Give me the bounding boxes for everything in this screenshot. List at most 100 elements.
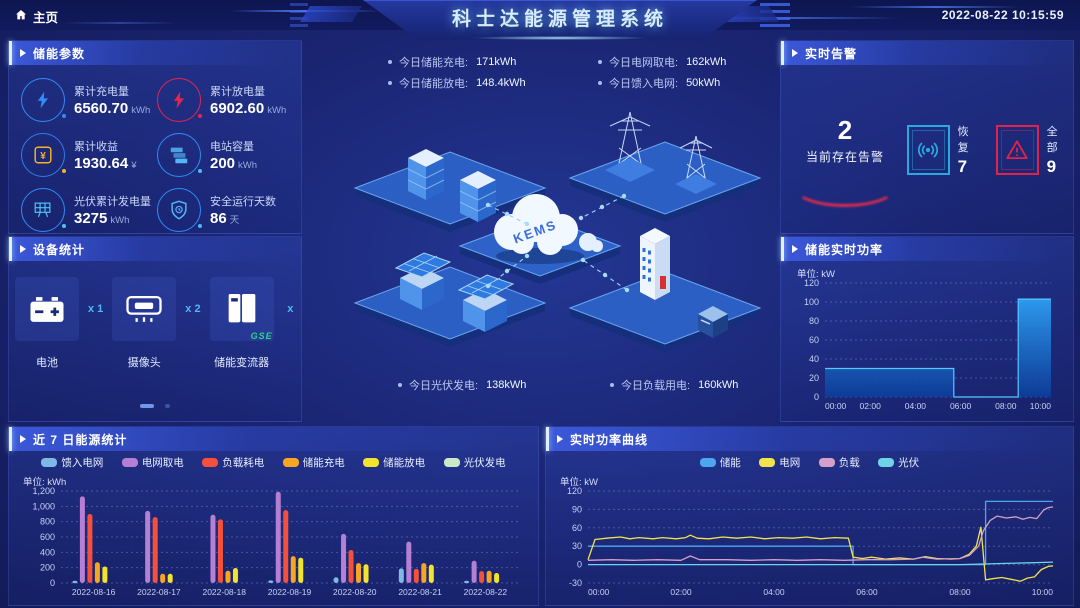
svg-text:800: 800 bbox=[40, 517, 55, 527]
current-alerts: 2 当前存在告警 bbox=[793, 115, 897, 207]
bullet-icon bbox=[398, 383, 402, 387]
capacity-icon bbox=[157, 133, 202, 177]
power-curves-chart[interactable]: -30 0 30 60 90 120 单位: kW 00:00 02:00 04:00 06:00 0… bbox=[554, 475, 1065, 599]
connector-dots bbox=[485, 193, 630, 293]
device-battery: 电池 bbox=[9, 277, 85, 370]
topology-diagram: KEMS bbox=[353, 111, 762, 352]
panel-alerts: 实时告警 2 当前存在告警 恢复 7 bbox=[780, 40, 1074, 234]
device-camera: 摄像头 bbox=[106, 277, 182, 370]
camera-count: x 2 bbox=[185, 303, 201, 315]
arrow-icon bbox=[20, 245, 26, 253]
svg-text:0: 0 bbox=[577, 560, 582, 570]
legend-item-feed-in[interactable]: 馈入电网 bbox=[41, 455, 103, 470]
svg-text:04:00: 04:00 bbox=[763, 587, 785, 597]
svg-text:2022-08-19: 2022-08-19 bbox=[268, 587, 312, 597]
panel-header: 储能实时功率 bbox=[781, 237, 1073, 261]
kems-cloud: KEMS bbox=[458, 194, 622, 284]
svg-text:06:00: 06:00 bbox=[950, 401, 972, 411]
legend-item-pv[interactable]: 光伏 bbox=[878, 455, 919, 470]
pagination-dot[interactable] bbox=[164, 404, 170, 408]
svg-text:30: 30 bbox=[572, 541, 582, 551]
grid-platform bbox=[568, 111, 762, 222]
device-converter: GSE 储能变流器 bbox=[204, 277, 280, 370]
panel-header: 实时功率曲线 bbox=[546, 427, 1073, 451]
svg-text:08:00: 08:00 bbox=[949, 587, 971, 597]
svg-text:2022-08-20: 2022-08-20 bbox=[333, 587, 377, 597]
arrow-icon bbox=[792, 49, 798, 57]
home-label: 主页 bbox=[33, 11, 59, 25]
arrow-icon bbox=[20, 435, 26, 443]
stat-total-income: ¥ 累计收益 1930.64 ¥ bbox=[21, 132, 157, 178]
storage-stats-grid: 累计充电量 6560.70 kWh 累计放电量 6902.60 kWh ¥ 累计收益… bbox=[9, 65, 301, 233]
home-icon bbox=[14, 8, 28, 25]
warning-icon[interactable] bbox=[996, 125, 1039, 175]
svg-text:单位: kW: 单位: kW bbox=[560, 476, 598, 488]
svg-text:单位: kW: 单位: kW bbox=[797, 268, 835, 280]
panel-header: 近 7 日能源统计 bbox=[9, 427, 538, 451]
svg-text:10:00: 10:00 bbox=[1030, 401, 1052, 411]
legend-item-grid-draw[interactable]: 电网取电 bbox=[121, 455, 184, 470]
today-load-stat: 今日负载用电: 160kWh bbox=[610, 377, 738, 398]
svg-text:08:00: 08:00 bbox=[995, 401, 1017, 411]
power-curves-legend: 储能 电网 负载 光伏 bbox=[546, 454, 1073, 472]
all-alerts: 全部 9 bbox=[996, 123, 1065, 177]
signal-icon[interactable] bbox=[907, 125, 950, 175]
decor-streak bbox=[690, 17, 900, 19]
decor-streak bbox=[850, 6, 1020, 8]
stat-safe-days: 安全运行天数 86 天 bbox=[157, 187, 293, 233]
panel-header: 储能参数 bbox=[9, 41, 301, 65]
panel-storage-params: 储能参数 累计充电量 6560.70 kWh 累计放电量 6902.60 kWh ¥… bbox=[8, 40, 302, 234]
battery-count: x 1 bbox=[87, 303, 104, 315]
svg-text:90: 90 bbox=[572, 504, 582, 514]
svg-text:2022-08-18: 2022-08-18 bbox=[202, 587, 246, 597]
storage-platform bbox=[353, 149, 547, 232]
decor-wing bbox=[300, 6, 362, 22]
recovered-alerts: 恢复 7 bbox=[907, 123, 976, 177]
camera-icon[interactable] bbox=[112, 277, 177, 341]
alert-arc-decoration bbox=[793, 167, 897, 207]
legend-item-load[interactable]: 负载 bbox=[818, 455, 860, 470]
legend-item-storage[interactable]: 储能 bbox=[699, 455, 741, 470]
legend-item-grid[interactable]: 电网 bbox=[759, 455, 800, 470]
load-platform bbox=[568, 228, 762, 352]
svg-text:1,200: 1,200 bbox=[32, 486, 55, 496]
energy-7d-chart[interactable]: 0 200 400 600 800 1,000 1,200 单位: kWh 2022-08-16… bbox=[17, 475, 530, 599]
legend-item-pv[interactable]: 光伏发电 bbox=[443, 455, 506, 470]
svg-text:02:00: 02:00 bbox=[860, 401, 882, 411]
converter-icon[interactable]: GSE bbox=[209, 277, 274, 341]
panel-device-stats: 设备统计 电池 x 1 摄像头 x 2 GSE bbox=[8, 236, 302, 422]
panel-storage-power: 储能实时功率 0 20 40 60 80 100 120 单位: kW 00:00 02:00 04… bbox=[780, 236, 1074, 422]
svg-text:20: 20 bbox=[809, 373, 819, 383]
device-carousel: 电池 x 1 摄像头 x 2 GSE 储能变流器 x bbox=[9, 261, 301, 370]
legend-item-discharge[interactable]: 储能放电 bbox=[363, 455, 425, 470]
title-banner: 科士达能源管理系统 bbox=[363, 0, 757, 40]
gse-badge: GSE bbox=[250, 331, 273, 341]
stat-station-capacity: 电站容量 200 kWh bbox=[157, 132, 293, 178]
converter-count: x bbox=[287, 303, 294, 315]
svg-text:2022-08-21: 2022-08-21 bbox=[398, 587, 442, 597]
bolt-charge-icon bbox=[21, 78, 66, 122]
svg-text:00:00: 00:00 bbox=[588, 587, 610, 597]
today-pv-stat: 今日光伏发电: 138kWh bbox=[398, 377, 526, 398]
decor-streak bbox=[60, 22, 180, 24]
svg-text:2022-08-22: 2022-08-22 bbox=[464, 587, 508, 597]
battery-icon[interactable] bbox=[14, 277, 79, 341]
stat-total-charge: 累计充电量 6560.70 kWh bbox=[21, 77, 157, 123]
home-button[interactable]: 主页 bbox=[14, 7, 58, 26]
legend-item-charge[interactable]: 储能充电 bbox=[282, 455, 345, 470]
arrow-icon bbox=[20, 49, 26, 57]
pagination-dot-active[interactable] bbox=[140, 404, 155, 408]
svg-text:00:00: 00:00 bbox=[825, 401, 847, 411]
energy-7d-legend: 馈入电网 电网取电 负载耗电 储能充电 储能放电 光伏发电 bbox=[9, 454, 538, 472]
storage-power-chart[interactable]: 0 20 40 60 80 100 120 单位: kW 00:00 02:00 04:00 06:0… bbox=[791, 267, 1063, 413]
legend-item-load[interactable]: 负载耗电 bbox=[202, 455, 264, 470]
shield-icon bbox=[157, 188, 202, 232]
today-stats-left: 今日储能充电: 171kWh 今日储能放电: 148.4kWh bbox=[388, 54, 526, 96]
svg-text:10:00: 10:00 bbox=[1032, 587, 1054, 597]
panel-header: 实时告警 bbox=[781, 41, 1073, 65]
alerts-body: 2 当前存在告警 恢复 7 全部 9 bbox=[781, 65, 1073, 207]
income-icon: ¥ bbox=[21, 133, 66, 177]
svg-text:02:00: 02:00 bbox=[670, 587, 692, 597]
bullet-icon bbox=[388, 60, 392, 64]
